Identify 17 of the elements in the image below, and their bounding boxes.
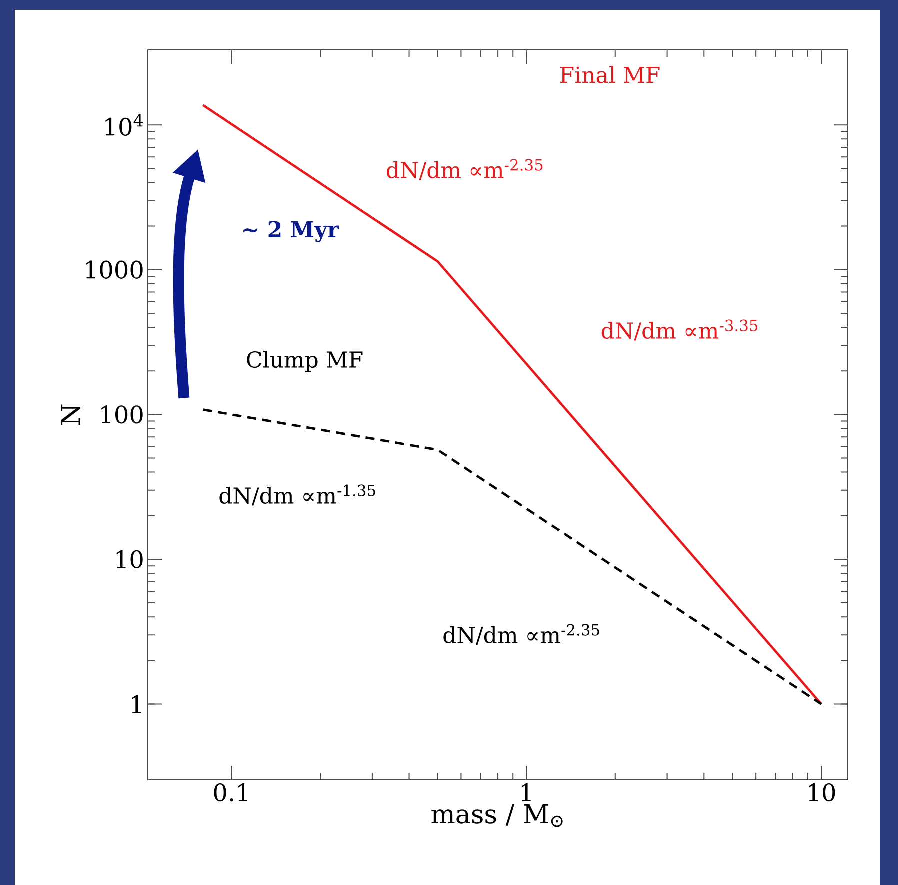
- annotation: dN/dm ∝m$^{-1.35}$: [220, 484, 376, 506]
- y-tick-label: 10$^{4}$: [106, 114, 144, 136]
- x-tick-label: 1: [522, 784, 531, 802]
- annotation: Final MF: [560, 66, 660, 84]
- y-tick-label: 1000: [86, 260, 143, 279]
- annotation: dN/dm ∝m$^{-3.35}$: [602, 320, 758, 341]
- annotation: ~ 2 Myr: [244, 221, 340, 242]
- annotation: dN/dm ∝m$^{-2.35}$: [444, 624, 600, 646]
- annotation: Clump MF: [247, 351, 363, 372]
- x-tick-label: 0.1: [214, 784, 248, 802]
- y-axis-title: N: [61, 404, 81, 426]
- x-axis-title: mass / M$_{⊙}$: [432, 804, 563, 828]
- y-tick-label: 10: [116, 550, 143, 569]
- y-tick-label: 1: [132, 695, 142, 714]
- x-tick-label: 10: [809, 784, 836, 802]
- y-tick-label: 100: [102, 406, 143, 424]
- annotation: dN/dm ∝m$^{-2.35}$: [386, 159, 543, 180]
